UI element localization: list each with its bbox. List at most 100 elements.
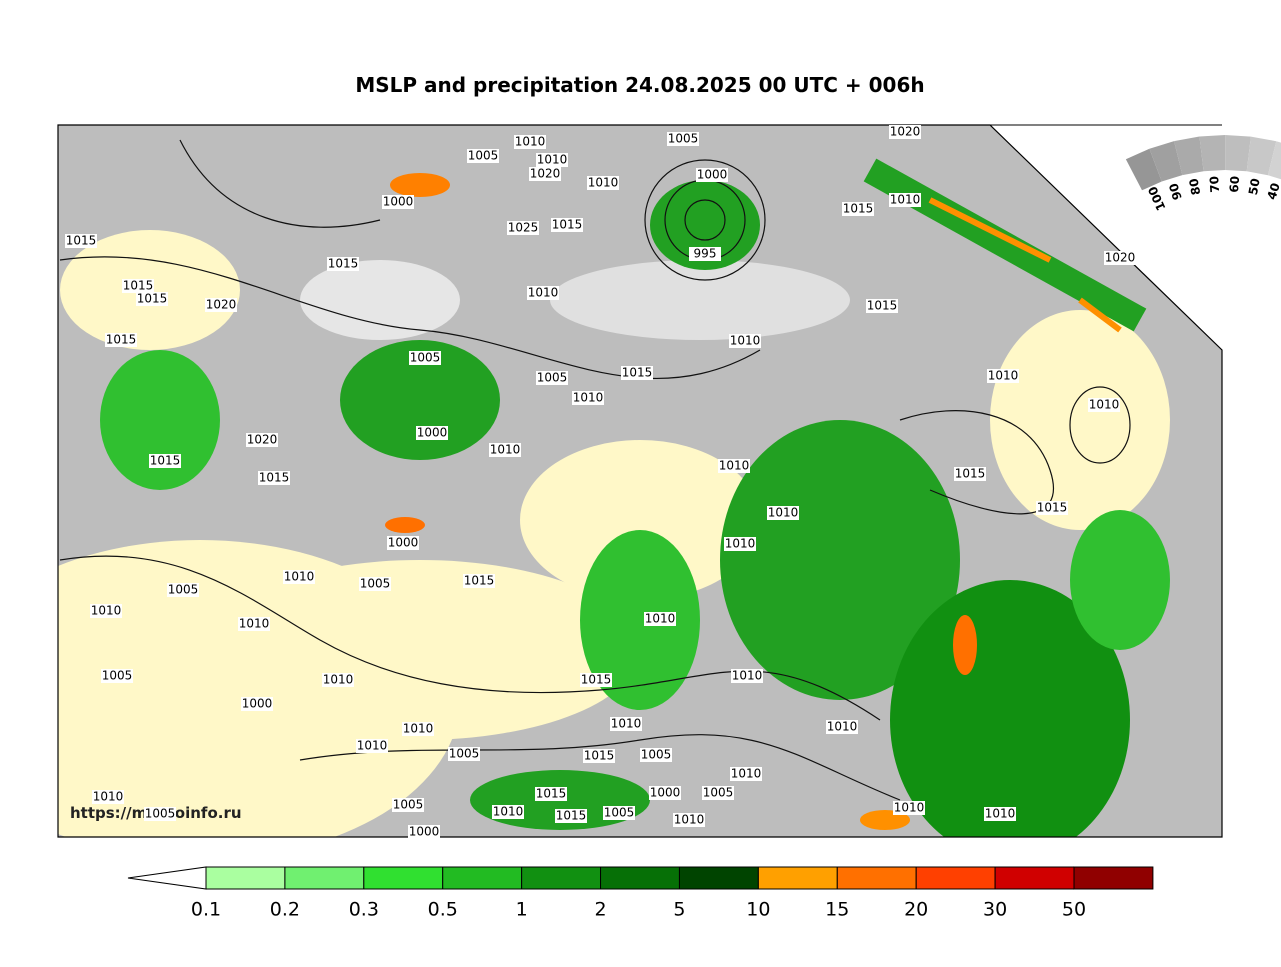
isobar-label: 1015 bbox=[622, 366, 653, 380]
isobar-label-bg bbox=[527, 286, 559, 300]
isobar-label-bg bbox=[149, 454, 181, 468]
isobar-label-bg bbox=[610, 717, 642, 731]
isobar-label: 1015 bbox=[106, 333, 137, 347]
isobar-label: 1010 bbox=[323, 673, 354, 687]
isobar-label-bg bbox=[382, 195, 414, 209]
isobar-label: 1010 bbox=[515, 135, 546, 149]
isobar-label: 1015 bbox=[123, 279, 154, 293]
isobar-label-bg bbox=[409, 351, 441, 365]
isobar-label: 1005 bbox=[102, 669, 133, 683]
isobar-label: 1005 bbox=[145, 807, 176, 821]
isobar-label-bg bbox=[702, 786, 734, 800]
isobar-label: 1010 bbox=[93, 790, 124, 804]
cloud-swatch bbox=[1174, 136, 1204, 176]
colorbar-label: 1 bbox=[516, 899, 528, 921]
isobar-label: 1005 bbox=[360, 577, 391, 591]
isobar-label: 1010 bbox=[894, 801, 925, 815]
isobar-label-bg bbox=[572, 391, 604, 405]
colorbar-swatch bbox=[678, 866, 759, 890]
isobar-label-bg bbox=[463, 574, 495, 588]
isobar-label-bg bbox=[167, 583, 199, 597]
isobar-label: 1005 bbox=[537, 371, 568, 385]
colorbar-label: 0.5 bbox=[428, 899, 458, 921]
isobar-label: 1020 bbox=[1105, 251, 1136, 265]
isobar-label-bg bbox=[730, 767, 762, 781]
isobar-label-bg bbox=[826, 720, 858, 734]
colorbar-swatch bbox=[442, 866, 523, 890]
isobar-label: 1020 bbox=[530, 167, 561, 181]
isobar-label: 1005 bbox=[703, 786, 734, 800]
isobar-label: 1010 bbox=[719, 459, 750, 473]
cloud-label: 80 bbox=[1187, 177, 1204, 196]
isobar-labels: 1010 1005 1010 1020 1010 1005 1020 1000 1015 1010… bbox=[65, 125, 1136, 839]
isobar-label-bg bbox=[392, 798, 424, 812]
colorbar-swatch bbox=[600, 866, 680, 890]
isobar-label: 1010 bbox=[493, 805, 524, 819]
isobar-label-bg bbox=[767, 506, 799, 520]
isobar-label-bg bbox=[529, 167, 561, 181]
isobar-label-bg bbox=[101, 669, 133, 683]
isobar-label-bg bbox=[258, 471, 290, 485]
isobar-label-bg bbox=[667, 132, 699, 146]
isobar-label: 1015 bbox=[955, 467, 986, 481]
isobar-label: 995 bbox=[694, 247, 717, 261]
isobar-label-bg bbox=[984, 807, 1016, 821]
isobar-label-bg bbox=[65, 234, 97, 248]
isobar-label: 1025 bbox=[508, 221, 539, 235]
isobar-label-bg bbox=[866, 299, 898, 313]
colorbar-label: 30 bbox=[983, 899, 1007, 921]
isobar-label-bg bbox=[536, 153, 568, 167]
isobar-label: 1005 bbox=[168, 583, 199, 597]
isobar-label-bg bbox=[387, 536, 419, 550]
cloud-label: 60 bbox=[1227, 176, 1242, 194]
isobar-label-bg bbox=[689, 247, 721, 261]
isobar-label: 1015 bbox=[536, 787, 567, 801]
isobar-label: 1020 bbox=[247, 433, 278, 447]
isobar-label-bg bbox=[889, 193, 921, 207]
isobar-label: 1015 bbox=[556, 809, 587, 823]
isobar-label: 1005 bbox=[668, 132, 699, 146]
isobar-label: 1015 bbox=[584, 749, 615, 763]
isobar-label: 1020 bbox=[206, 298, 237, 312]
cloud-label: 50 bbox=[1246, 177, 1263, 196]
isobar-label: 1000 bbox=[697, 168, 728, 182]
isobar-label: 1010 bbox=[725, 537, 756, 551]
colorbar-label: 0.2 bbox=[270, 899, 300, 921]
colorbar-label: 50 bbox=[1062, 899, 1086, 921]
isobar-label: 1010 bbox=[731, 767, 762, 781]
isobar-label: 1010 bbox=[985, 807, 1016, 821]
isobar-label-bg bbox=[551, 218, 583, 232]
colorbar-label: 15 bbox=[825, 899, 849, 921]
isobar-label-bg bbox=[205, 298, 237, 312]
colorbar: 0.1 0.2 0.3 0.5 1 2 5 10 15 20 30 50 bbox=[127, 866, 1154, 921]
isobar-label: 1010 bbox=[403, 722, 434, 736]
isobar-label: 1010 bbox=[890, 193, 921, 207]
colorbar-label: 0.1 bbox=[191, 899, 221, 921]
colorbar-swatch bbox=[521, 866, 602, 890]
isobar-label-bg bbox=[587, 176, 619, 190]
colorbar-label: 0.3 bbox=[349, 899, 379, 921]
isobar-label: 1015 bbox=[1037, 501, 1068, 515]
isobar-label: 1005 bbox=[468, 149, 499, 163]
isobar-label-bg bbox=[416, 426, 448, 440]
isobar-label: 1010 bbox=[988, 369, 1019, 383]
isobar-label-bg bbox=[246, 433, 278, 447]
isobar-label: 1015 bbox=[552, 218, 583, 232]
isobar-label-bg bbox=[359, 577, 391, 591]
isobar-label: 1000 bbox=[383, 195, 414, 209]
isobar-label-bg bbox=[649, 786, 681, 800]
colorbar-label: 5 bbox=[673, 899, 685, 921]
isobar-label: 1015 bbox=[464, 574, 495, 588]
map-frame bbox=[57, 124, 1223, 838]
colorbar-swatch bbox=[836, 866, 917, 890]
isobar-label-bg bbox=[640, 748, 672, 762]
cloud-swatch bbox=[1225, 135, 1251, 172]
colorbar-swatch bbox=[757, 866, 838, 890]
isobar-label: 1015 bbox=[150, 454, 181, 468]
cloud-scale: 1009080706050403020 bbox=[1125, 135, 1281, 213]
colorbar-swatch bbox=[915, 866, 996, 890]
isobar-label-bg bbox=[535, 787, 567, 801]
isobar-label: 1005 bbox=[641, 748, 672, 762]
